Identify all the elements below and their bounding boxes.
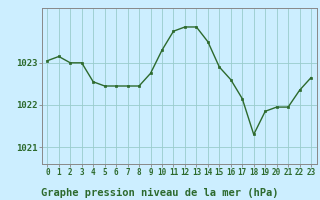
Text: Graphe pression niveau de la mer (hPa): Graphe pression niveau de la mer (hPa) <box>41 188 279 198</box>
